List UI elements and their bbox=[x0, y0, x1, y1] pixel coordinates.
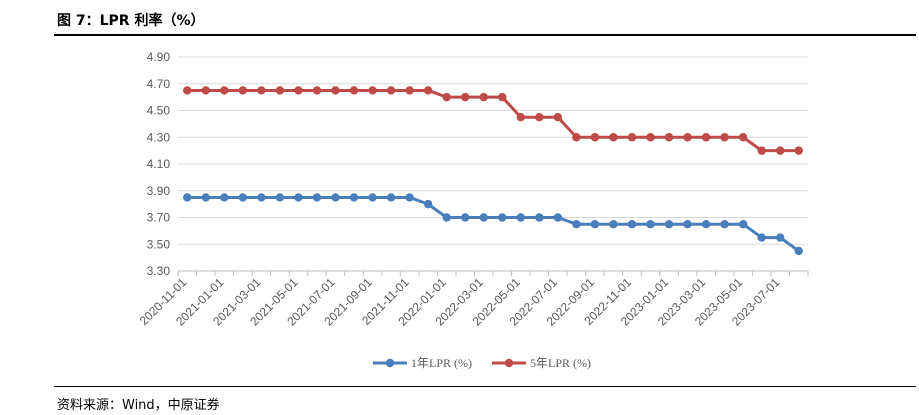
data-point bbox=[349, 193, 359, 202]
data-point bbox=[220, 193, 229, 202]
data-point bbox=[516, 213, 525, 222]
data-point bbox=[535, 112, 544, 122]
y-axis: 4.90 4.70 4.50 4.30 4.10 3.90 3.70 3.50 3.30 bbox=[147, 50, 171, 278]
data-point bbox=[461, 92, 470, 102]
data-point bbox=[664, 133, 674, 142]
data-point bbox=[590, 219, 600, 229]
data-point bbox=[646, 219, 655, 229]
data-point bbox=[498, 92, 507, 102]
data-point bbox=[738, 133, 748, 142]
y-tick-label: 4.10 bbox=[147, 157, 171, 171]
data-point bbox=[238, 193, 248, 202]
data-point bbox=[498, 213, 507, 222]
data-point bbox=[294, 193, 303, 202]
data-point bbox=[331, 86, 340, 95]
lpr-line-chart: 4.90 4.70 4.50 4.30 4.10 3.90 3.70 3.50 3.30 202… bbox=[137, 50, 809, 370]
data-point bbox=[479, 92, 488, 102]
data-point bbox=[294, 86, 303, 95]
data-point bbox=[757, 146, 766, 155]
data-point bbox=[720, 219, 729, 229]
legend-label-2: 5年LPR (%) bbox=[530, 356, 591, 370]
y-tick-label: 3.70 bbox=[147, 211, 171, 225]
data-point bbox=[183, 193, 192, 202]
x-axis: 2020-11-012021-01-012021-03-012021-05-01… bbox=[137, 270, 809, 329]
y-tick-label: 3.50 bbox=[147, 237, 171, 251]
data-point bbox=[776, 146, 785, 155]
data-point bbox=[627, 133, 637, 142]
legend: 1年LPR (%) 5年LPR (%) bbox=[373, 356, 591, 370]
data-point bbox=[183, 86, 192, 95]
y-tick-label: 4.30 bbox=[147, 130, 171, 144]
data-point bbox=[683, 133, 692, 142]
data-point bbox=[553, 112, 563, 122]
data-point bbox=[572, 219, 581, 229]
source-note: 资料来源：Wind，中原证券 bbox=[57, 398, 220, 413]
y-tick-label: 3.30 bbox=[147, 264, 171, 278]
y-tick-label: 4.50 bbox=[147, 104, 171, 118]
data-point bbox=[590, 133, 600, 142]
data-point bbox=[794, 146, 803, 155]
data-point bbox=[627, 219, 637, 229]
data-point bbox=[609, 133, 618, 142]
data-point bbox=[312, 86, 322, 95]
top-rule bbox=[54, 34, 916, 36]
data-point bbox=[776, 233, 785, 242]
data-point bbox=[701, 133, 711, 142]
y-tick-label: 3.90 bbox=[147, 184, 171, 198]
data-point bbox=[535, 213, 544, 222]
data-point bbox=[423, 86, 433, 95]
data-point bbox=[738, 219, 748, 229]
data-point bbox=[257, 193, 266, 202]
series-layer bbox=[183, 86, 803, 256]
data-point bbox=[275, 193, 285, 202]
data-point bbox=[683, 219, 692, 229]
data-point bbox=[701, 219, 711, 229]
data-point bbox=[479, 213, 488, 222]
data-point bbox=[646, 133, 655, 142]
series-line-2 bbox=[187, 88, 799, 153]
series-line-1 bbox=[187, 195, 800, 253]
data-point bbox=[553, 213, 563, 222]
data-point bbox=[461, 213, 470, 222]
data-point bbox=[516, 112, 525, 122]
data-point bbox=[572, 133, 581, 142]
y-tick-label: 4.90 bbox=[147, 50, 171, 64]
data-point bbox=[609, 219, 618, 229]
legend-marker-1 bbox=[385, 358, 395, 368]
data-point bbox=[312, 193, 322, 202]
data-point bbox=[257, 86, 266, 95]
data-point bbox=[201, 193, 210, 202]
data-point bbox=[275, 86, 285, 95]
data-point bbox=[386, 86, 396, 95]
data-point bbox=[405, 86, 414, 95]
data-point bbox=[442, 213, 451, 222]
figure-title: 图 7：LPR 利率（%） bbox=[57, 13, 205, 29]
data-point bbox=[220, 86, 229, 95]
data-point bbox=[201, 86, 210, 95]
data-point bbox=[794, 246, 803, 256]
data-point bbox=[757, 233, 766, 242]
legend-marker-2 bbox=[504, 358, 514, 368]
data-point bbox=[720, 133, 729, 142]
data-point bbox=[331, 193, 340, 202]
data-point bbox=[664, 219, 674, 229]
y-tick-label: 4.70 bbox=[147, 77, 171, 91]
legend-label-1: 1年LPR (%) bbox=[411, 356, 472, 370]
data-point bbox=[368, 86, 377, 95]
data-point bbox=[405, 193, 414, 202]
bottom-rule bbox=[54, 386, 916, 387]
data-point bbox=[368, 193, 377, 202]
data-point bbox=[349, 86, 359, 95]
data-point bbox=[238, 86, 248, 95]
data-point bbox=[386, 193, 396, 202]
data-point bbox=[442, 92, 451, 102]
data-point bbox=[423, 199, 433, 209]
